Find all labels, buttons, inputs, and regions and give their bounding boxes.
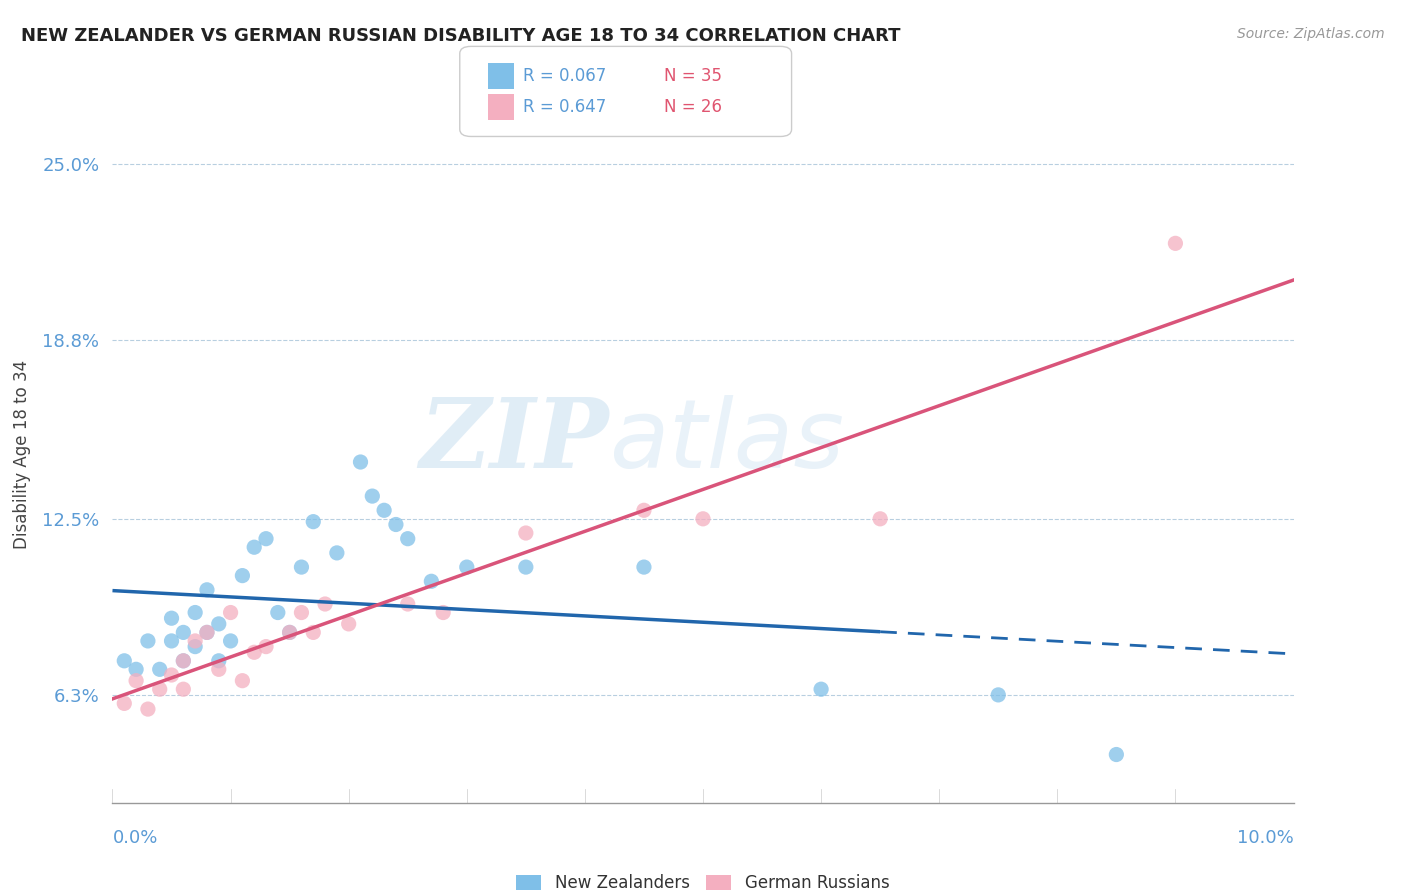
Point (456, 560, 478, 574)
Point (869, 512, 891, 526)
Point (432, 606, 454, 620)
Point (290, 560, 312, 574)
Point (243, 540, 266, 554)
Point (243, 645, 266, 659)
Point (172, 654, 194, 668)
Point (125, 673, 148, 688)
Point (420, 574, 443, 589)
Y-axis label: Disability Age 18 to 34: Disability Age 18 to 34 (13, 360, 31, 549)
Point (184, 640, 207, 654)
Point (231, 568, 253, 582)
Point (112, 654, 135, 668)
Text: 10.0%: 10.0% (1237, 830, 1294, 847)
Point (172, 654, 194, 668)
Text: NEW ZEALANDER VS GERMAN RUSSIAN DISABILITY AGE 18 TO 34 CORRELATION CHART: NEW ZEALANDER VS GERMAN RUSSIAN DISABILI… (21, 27, 901, 45)
Point (254, 640, 277, 654)
Point (136, 634, 159, 648)
Point (349, 455, 371, 469)
Point (278, 625, 301, 640)
Point (160, 611, 183, 625)
Point (219, 634, 242, 648)
Text: 0.0%: 0.0% (112, 830, 157, 847)
FancyBboxPatch shape (488, 63, 515, 88)
Legend: New Zealanders, German Russians: New Zealanders, German Russians (510, 868, 896, 892)
Point (172, 682, 194, 697)
Point (396, 597, 419, 611)
Point (172, 625, 194, 640)
Point (633, 503, 655, 517)
Point (373, 503, 395, 517)
Point (326, 546, 349, 560)
Point (385, 517, 408, 532)
Point (314, 597, 336, 611)
Text: atlas: atlas (609, 394, 844, 488)
Text: N = 35: N = 35 (664, 67, 721, 85)
Point (112, 697, 135, 711)
Point (195, 625, 218, 640)
Point (302, 625, 325, 640)
Point (208, 662, 231, 676)
FancyBboxPatch shape (488, 95, 515, 120)
Point (254, 532, 277, 546)
Text: ZIP: ZIP (419, 394, 609, 488)
Point (219, 606, 242, 620)
Point (1164, 236, 1187, 251)
Point (160, 634, 183, 648)
Point (515, 560, 537, 574)
Point (396, 532, 419, 546)
Point (810, 682, 832, 697)
Point (195, 625, 218, 640)
Point (195, 582, 218, 597)
Point (337, 616, 360, 631)
Point (361, 489, 384, 503)
Text: N = 26: N = 26 (664, 98, 721, 116)
Point (208, 616, 231, 631)
Point (208, 654, 231, 668)
Point (184, 606, 207, 620)
Point (149, 662, 172, 676)
Point (302, 515, 325, 529)
Point (987, 688, 1010, 702)
Point (231, 673, 253, 688)
Text: R = 0.067: R = 0.067 (523, 67, 606, 85)
Point (149, 682, 172, 697)
Point (267, 606, 290, 620)
Point (290, 606, 312, 620)
Point (1105, 747, 1128, 762)
Point (136, 702, 159, 716)
Point (125, 662, 148, 676)
Point (160, 668, 183, 682)
Text: Source: ZipAtlas.com: Source: ZipAtlas.com (1237, 27, 1385, 41)
Text: R = 0.647: R = 0.647 (523, 98, 606, 116)
Point (278, 625, 301, 640)
Point (515, 526, 537, 541)
Point (184, 634, 207, 648)
Point (633, 560, 655, 574)
Point (692, 512, 714, 526)
